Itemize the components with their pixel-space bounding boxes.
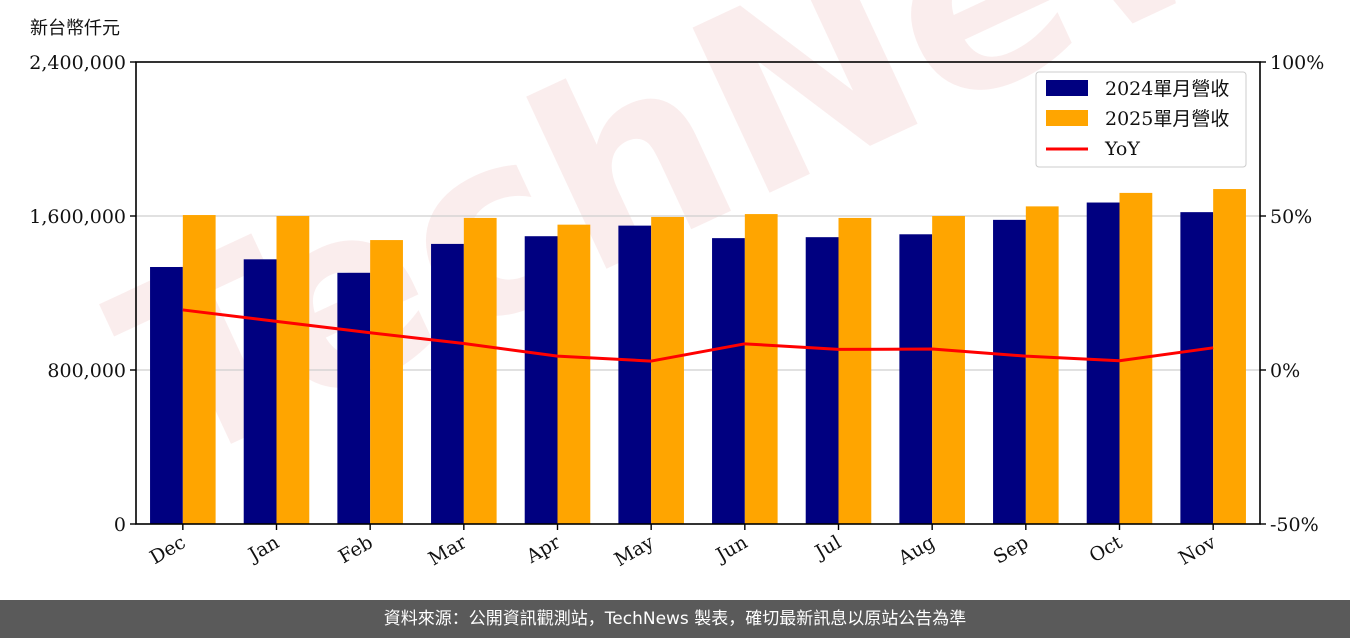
bar-2024-nov (1180, 212, 1214, 524)
y-axis-unit-label: 新台幣仟元 (30, 18, 120, 39)
yoy-line-layer (182, 308, 1214, 363)
x-axis-ticks: Dec Jan Feb Mar Apr May Jun Jul Aug Sep Oct Nov (146, 524, 1220, 571)
plot-frame (135, 61, 1261, 525)
left-tick-label: 800,000 (47, 360, 126, 382)
right-axis-ticks: -50% 0% 50% 100% (1260, 52, 1324, 536)
legend-swatch-2024 (1046, 80, 1088, 96)
chart: TechNews 新台幣仟元 0800,0001,600,0002,400,00… (29, 0, 1350, 571)
bar-2025-jun (744, 214, 778, 524)
bar-2024-jan (243, 259, 277, 524)
grid-lines (136, 215, 1260, 371)
bar-2025-may (651, 216, 684, 524)
left-tick-label: 2,400,000 (29, 52, 126, 74)
bar-2024-jul (805, 237, 839, 525)
x-tick-label: Jul (810, 531, 845, 564)
bar-2025-jan (276, 216, 310, 524)
x-tick-label: Apr (522, 531, 565, 568)
x-tick-label: Nov (1175, 531, 1220, 570)
bar-2024-sep (993, 219, 1026, 524)
bar-2024-aug (899, 234, 933, 524)
left-tick-label: 1,600,000 (29, 206, 126, 228)
bar-2024-may (618, 225, 652, 524)
left-axis-ticks: 0 800,000 1,600,000 2,400,000 (29, 52, 136, 536)
x-tick-label: Aug (894, 531, 939, 570)
x-tick-label: Jun (711, 531, 752, 567)
bar-2025-sep (1025, 206, 1059, 524)
bar-2025-mar (463, 217, 497, 525)
source-footer: 資料來源：公開資訊觀測站，TechNews 製表，確切最新訊息以原站公告為準 (0, 600, 1350, 638)
left-tick-label: 0 (114, 514, 126, 536)
x-tick-label: May (611, 531, 658, 571)
x-tick-label: Oct (1086, 531, 1127, 567)
bars (150, 189, 1246, 525)
x-tick-label: Dec (146, 531, 189, 569)
source-footer-text: 資料來源：公開資訊觀測站，TechNews 製表，確切最新訊息以原站公告為準 (383, 609, 967, 629)
x-tick-label: Feb (335, 531, 377, 568)
bar-2024-jun (712, 238, 745, 524)
bar-2024-apr (524, 236, 558, 524)
bar-2025-jul (838, 217, 872, 525)
legend: 2024單月營收 2025單月營收 YoY (1035, 71, 1247, 168)
yoy-line (182, 308, 1214, 363)
x-tick-label: Jan (243, 531, 283, 567)
right-tick-label: 0% (1270, 360, 1300, 382)
legend-label-2024: 2024單月營收 (1105, 78, 1229, 100)
legend-label-yoy: YoY (1104, 138, 1140, 160)
bar-2024-oct (1086, 202, 1120, 524)
right-tick-label: 50% (1270, 206, 1312, 228)
bar-2024-dec (150, 267, 183, 524)
x-tick-label: Sep (990, 531, 1033, 568)
bar-2024-mar (431, 243, 464, 524)
legend-label-2025: 2025單月營收 (1105, 108, 1229, 130)
bar-2025-aug (932, 216, 965, 524)
right-tick-label: 100% (1270, 52, 1324, 74)
bar-2025-nov (1213, 189, 1246, 525)
bar-2025-apr (557, 224, 591, 524)
legend-box (1035, 71, 1247, 168)
bar-2025-dec (182, 215, 216, 524)
x-tick-label: Mar (425, 531, 471, 570)
bar-2024-feb (337, 272, 371, 524)
bar-2025-feb (370, 240, 403, 524)
right-tick-label: -50% (1270, 514, 1319, 536)
legend-swatch-2025 (1046, 110, 1088, 126)
